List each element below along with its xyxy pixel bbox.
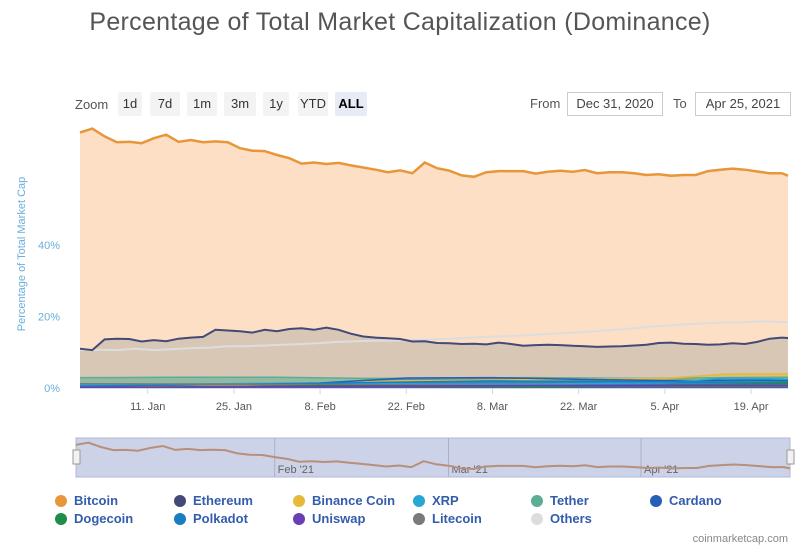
credit-text[interactable]: coinmarketcap.com (692, 533, 788, 545)
x-tick-label: 8. Feb (305, 401, 336, 413)
legend-marker-bitcoin (55, 495, 67, 507)
y-tick-label: 0% (44, 383, 60, 395)
from-date-input[interactable]: Dec 31, 2020 (567, 92, 663, 116)
y-axis-label: Percentage of Total Market Cap (16, 177, 28, 332)
ethereum-area (80, 327, 788, 388)
legend-item-polkadot[interactable]: Polkadot (193, 511, 248, 526)
legend-item-binance-coin[interactable]: Binance Coin (312, 493, 396, 508)
zoom-label: Zoom (75, 97, 109, 112)
others-line (79, 320, 789, 352)
y-tick-label: 40% (38, 240, 60, 252)
from-label: From (530, 96, 561, 111)
y-tick-label: 20% (38, 312, 60, 324)
legend-marker-tether (531, 495, 543, 507)
legend-marker-binance-coin (293, 495, 305, 507)
x-tick-label: 5. Apr (650, 401, 679, 413)
ethereum-line (79, 326, 789, 352)
zoom-button-1y[interactable]: 1y (263, 92, 289, 116)
legend-marker-uniswap (293, 513, 305, 525)
navigator-label: Mar '21 (452, 464, 488, 476)
legend-marker-polkadot (174, 513, 186, 525)
legend-item-others[interactable]: Others (550, 511, 592, 526)
bitcoin-area (80, 128, 788, 388)
legend-item-cardano[interactable]: Cardano (669, 493, 722, 508)
navigator-selection[interactable] (75, 437, 791, 478)
legend-item-xrp[interactable]: XRP (432, 493, 459, 508)
x-tick-label: 19. Apr (734, 401, 769, 413)
legend-marker-dogecoin (55, 513, 67, 525)
legend-marker-litecoin (413, 513, 425, 525)
x-tick-label: 25. Jan (216, 401, 252, 413)
legend-item-tether[interactable]: Tether (550, 493, 589, 508)
legend-marker-xrp (413, 495, 425, 507)
zoom-button-ytd[interactable]: YTD (298, 92, 328, 116)
legend-item-bitcoin[interactable]: Bitcoin (74, 493, 119, 508)
zoom-button-1m[interactable]: 1m (187, 92, 217, 116)
legend-item-litecoin[interactable]: Litecoin (432, 511, 482, 526)
navigator-label: Feb '21 (278, 464, 314, 476)
navigator-handle-left[interactable] (72, 449, 81, 465)
uniswap-line (79, 384, 788, 389)
zoom-button-1d[interactable]: 1d (118, 92, 142, 116)
x-tick-label: 22. Mar (560, 401, 598, 413)
x-tick-label: 11. Jan (130, 401, 165, 413)
to-date-input[interactable]: Apr 25, 2021 (695, 92, 791, 116)
to-label: To (673, 96, 687, 111)
chart-title: Percentage of Total Market Capitalizatio… (89, 8, 711, 36)
navigator-series-line (75, 441, 791, 471)
legend-item-dogecoin[interactable]: Dogecoin (74, 511, 134, 526)
legend-marker-others (531, 513, 543, 525)
navigator-label: Apr '21 (644, 464, 679, 476)
bitcoin-line (79, 127, 789, 179)
legend-item-ethereum[interactable]: Ethereum (193, 493, 253, 508)
x-tick-label: 22. Feb (388, 401, 425, 413)
legend-item-uniswap[interactable]: Uniswap (312, 511, 366, 526)
zoom-button-all[interactable]: ALL (335, 92, 367, 116)
legend-marker-cardano (650, 495, 662, 507)
zoom-button-3m[interactable]: 3m (224, 92, 256, 116)
navigator-handle-right[interactable] (786, 449, 795, 465)
x-tick-label: 8. Mar (477, 401, 509, 413)
zoom-button-7d[interactable]: 7d (150, 92, 180, 116)
legend-marker-ethereum (174, 495, 186, 507)
